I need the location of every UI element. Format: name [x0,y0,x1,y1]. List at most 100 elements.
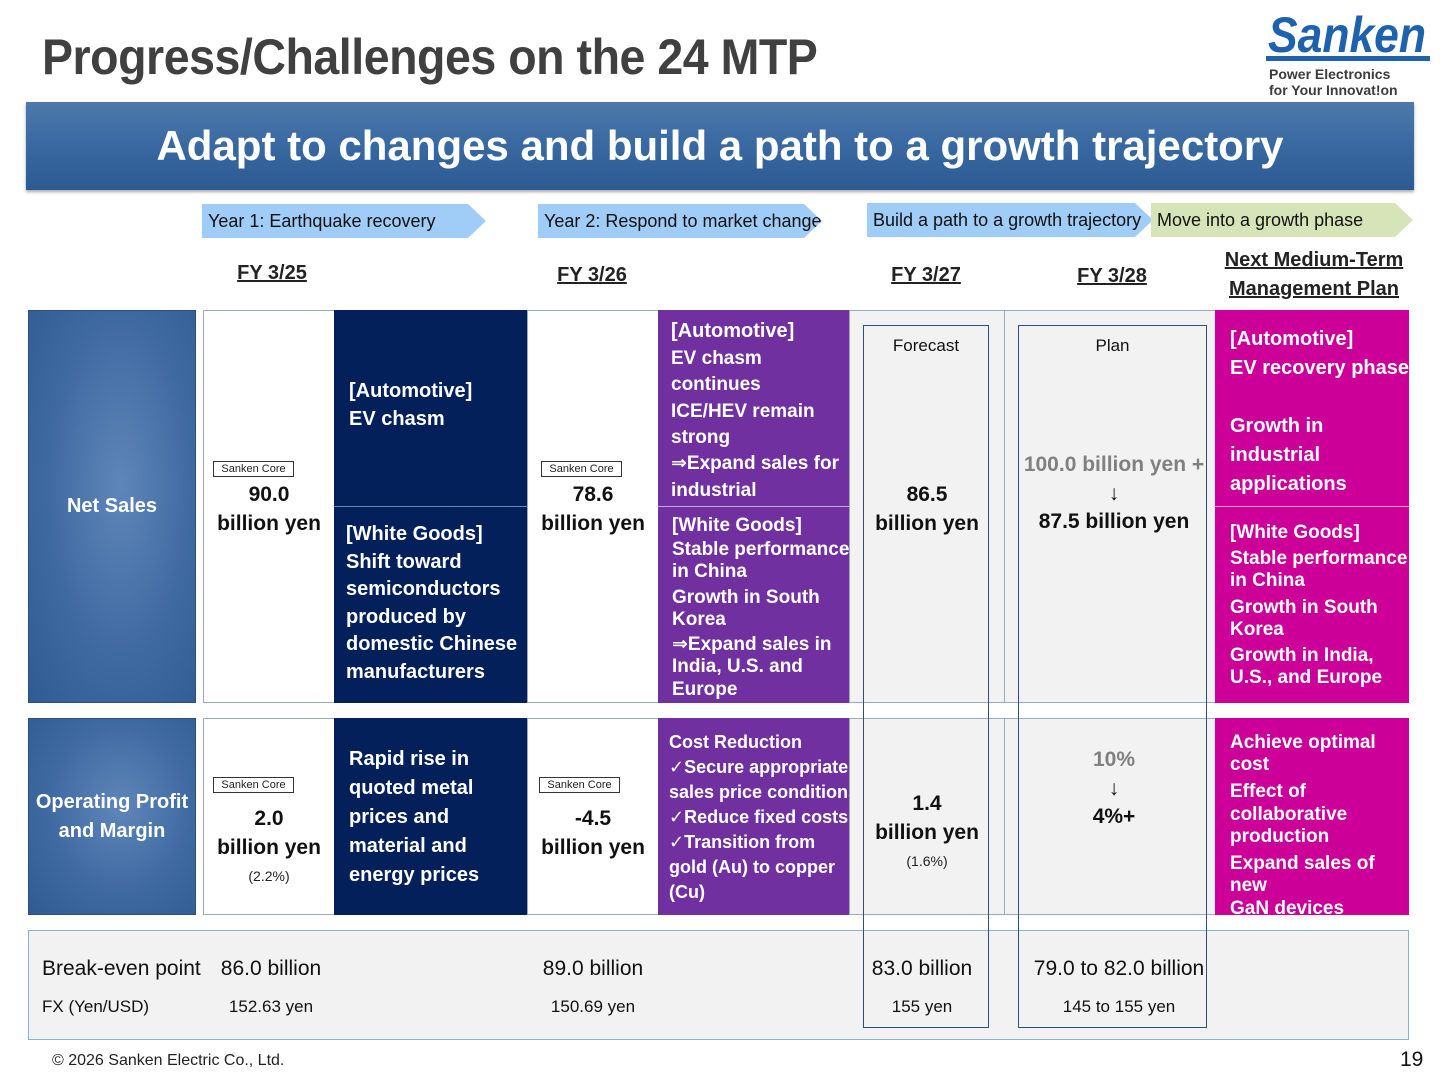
value-number: 1.4 [912,792,942,815]
logo-tagline-2: for Your Innovat!on [1269,82,1398,98]
note-line: Cost Reduction [669,732,802,752]
op-profit-next-note: Achieve optimal cost Effect of collabora… [1215,718,1409,919]
sanken-logo: Sanken Power Electronics for Your Innova… [1266,6,1432,98]
op-profit-fy326-value: -4.5 billion yen [527,804,659,863]
sanken-core-badge: Sanken Core [541,461,622,477]
note-line: industrial [671,479,757,501]
note-line: [Automotive] [1230,328,1354,350]
note-line: Europe [672,678,738,700]
phase-label: Year 1: Earthquake recovery [208,210,436,231]
fy-heading-327: FY 3/27 [891,264,961,286]
forecast-column-outline [863,325,989,1028]
row-label-text: Operating Profit [35,790,189,813]
note-line: [Automotive] [349,380,473,402]
note-line: collaborative [1230,803,1348,825]
value-number: 2.0 [254,807,284,830]
note-spacer [1230,383,1409,412]
note-line: India, U.S. and [672,656,803,678]
note-line: ✓Secure appropriate [669,757,849,778]
plan-column-outline [1018,325,1207,1028]
phase-label: Move into a growth phase [1157,209,1364,230]
net-sales-fy325-automotive-note: [Automotive] EV chasm [334,310,528,506]
row-label-text: Net Sales [66,495,158,517]
note-line: material and [349,835,467,857]
original-plan-margin: 10% [1092,748,1136,771]
note-line: Rapid rise in [349,748,470,770]
note-line: prices and [349,806,450,828]
fx-fy326: 150.69 yen [550,997,636,1016]
note-line: semiconductors [346,578,501,601]
theme-banner: Adapt to changes and build a path to a g… [26,102,1414,190]
phase-arrow-year2: Year 2: Respond to market changes [538,204,822,238]
op-profit-fy326-cell [527,718,659,915]
note-line: ⇒Expand sales for [671,453,839,475]
break-even-label: Break-even point [42,957,201,980]
value-unit: billion yen [875,512,979,536]
op-margin-fy328: 10% ↓ 4%+ [1004,746,1224,832]
net-sales-fy328-value: 100.0 billion yen + ↓ 87.5 billion yen [1004,451,1224,537]
note-line: Growth in South [672,586,820,608]
note-line: GaN devices [1230,897,1345,919]
value-unit: billion yen [541,512,645,536]
note-line: EV recovery phase [1230,357,1409,379]
page-number: 19 [1400,1048,1424,1071]
phase-label: Year 2: Respond to market changes [544,210,831,231]
note-line: Expand sales of new [1230,853,1375,897]
net-sales-fy327-value: 86.5 billion yen [849,480,1005,539]
note-line: energy prices [349,864,480,886]
note-line: EV chasm continues [671,347,762,396]
note-line: quoted metal [349,777,474,799]
note-line: in China [1230,570,1305,592]
forecast-label: Forecast [892,336,960,355]
fx-label: FX (Yen/USD) [42,997,150,1016]
note-line: Achieve optimal [1230,732,1376,753]
note-line: Shift toward [346,550,462,573]
theme-banner-text: Adapt to changes and build a path to a g… [156,122,1284,169]
note-line: Effect of [1230,781,1306,803]
svg-text:Sanken: Sanken [1268,7,1426,62]
net-sales-fy327-cell [849,310,1005,703]
break-even-fy328: 79.0 to 82.0 billion [1033,957,1205,980]
value-number: -4.5 [574,807,612,830]
net-sales-fy326-cell [527,310,659,703]
net-sales-fy326-white-goods-note: [White Goods] Stable performance in Chin… [658,506,850,703]
note-line: ⇒Expand sales in [672,634,832,656]
op-margin-fy327: (1.6%) [906,853,948,869]
fy-heading-next-mtp: Next Medium-Term Management Plan [1214,246,1414,304]
break-even-fy327: 83.0 billion [871,957,973,980]
note-line: cost [1230,754,1270,776]
note-line: Stable performance [1230,548,1408,570]
note-line: Korea [672,608,726,630]
plan-label: Plan [1095,336,1130,355]
note-line: EV chasm [349,407,445,430]
row-label-text: and Margin [58,819,166,842]
note-line: in China [672,561,747,583]
note-line: U.S., and Europe [1230,667,1383,689]
note-line: Growth in South [1230,596,1378,618]
break-even-fy326: 89.0 billion [542,957,644,980]
value-unit: billion yen [217,512,321,536]
break-even-fx-box [28,930,1409,1040]
note-line: [White Goods] [346,523,483,545]
op-profit-fy325-value: 2.0 billion yen [203,804,335,863]
note-line: produced by [346,605,467,628]
page-title: Progress/Challenges on the 24 MTP [42,29,818,85]
note-line: [White Goods] [672,515,802,536]
note-line: applications [1230,473,1347,495]
note-line: production [1230,825,1330,847]
net-sales-fy325-cell [203,310,335,703]
sanken-wordmark: Sanken [1266,7,1430,62]
note-line: domestic Chinese [346,633,518,656]
value-number: 86.5 [906,483,948,506]
fx-fy328: 145 to 155 yen [1062,997,1176,1016]
op-profit-fy325-cell [203,718,335,915]
revised-plan-value: 87.5 billion yen [1038,510,1190,534]
op-profit-fy326-cost-note: Cost Reduction ✓Secure appropriate sales… [658,718,858,915]
op-profit-fy325-note: Rapid rise in quoted metal prices and ma… [334,718,528,915]
note-line: Stable performance [672,539,850,561]
row-label-operating-profit: Operating Profit and Margin [28,718,196,915]
note-line: Growth in [1230,415,1324,437]
net-sales-next-white-goods-note: [White Goods] Stable performance in Chin… [1215,506,1409,703]
sanken-core-badge: Sanken Core [539,777,620,793]
op-profit-fy328-cell [1004,718,1216,915]
